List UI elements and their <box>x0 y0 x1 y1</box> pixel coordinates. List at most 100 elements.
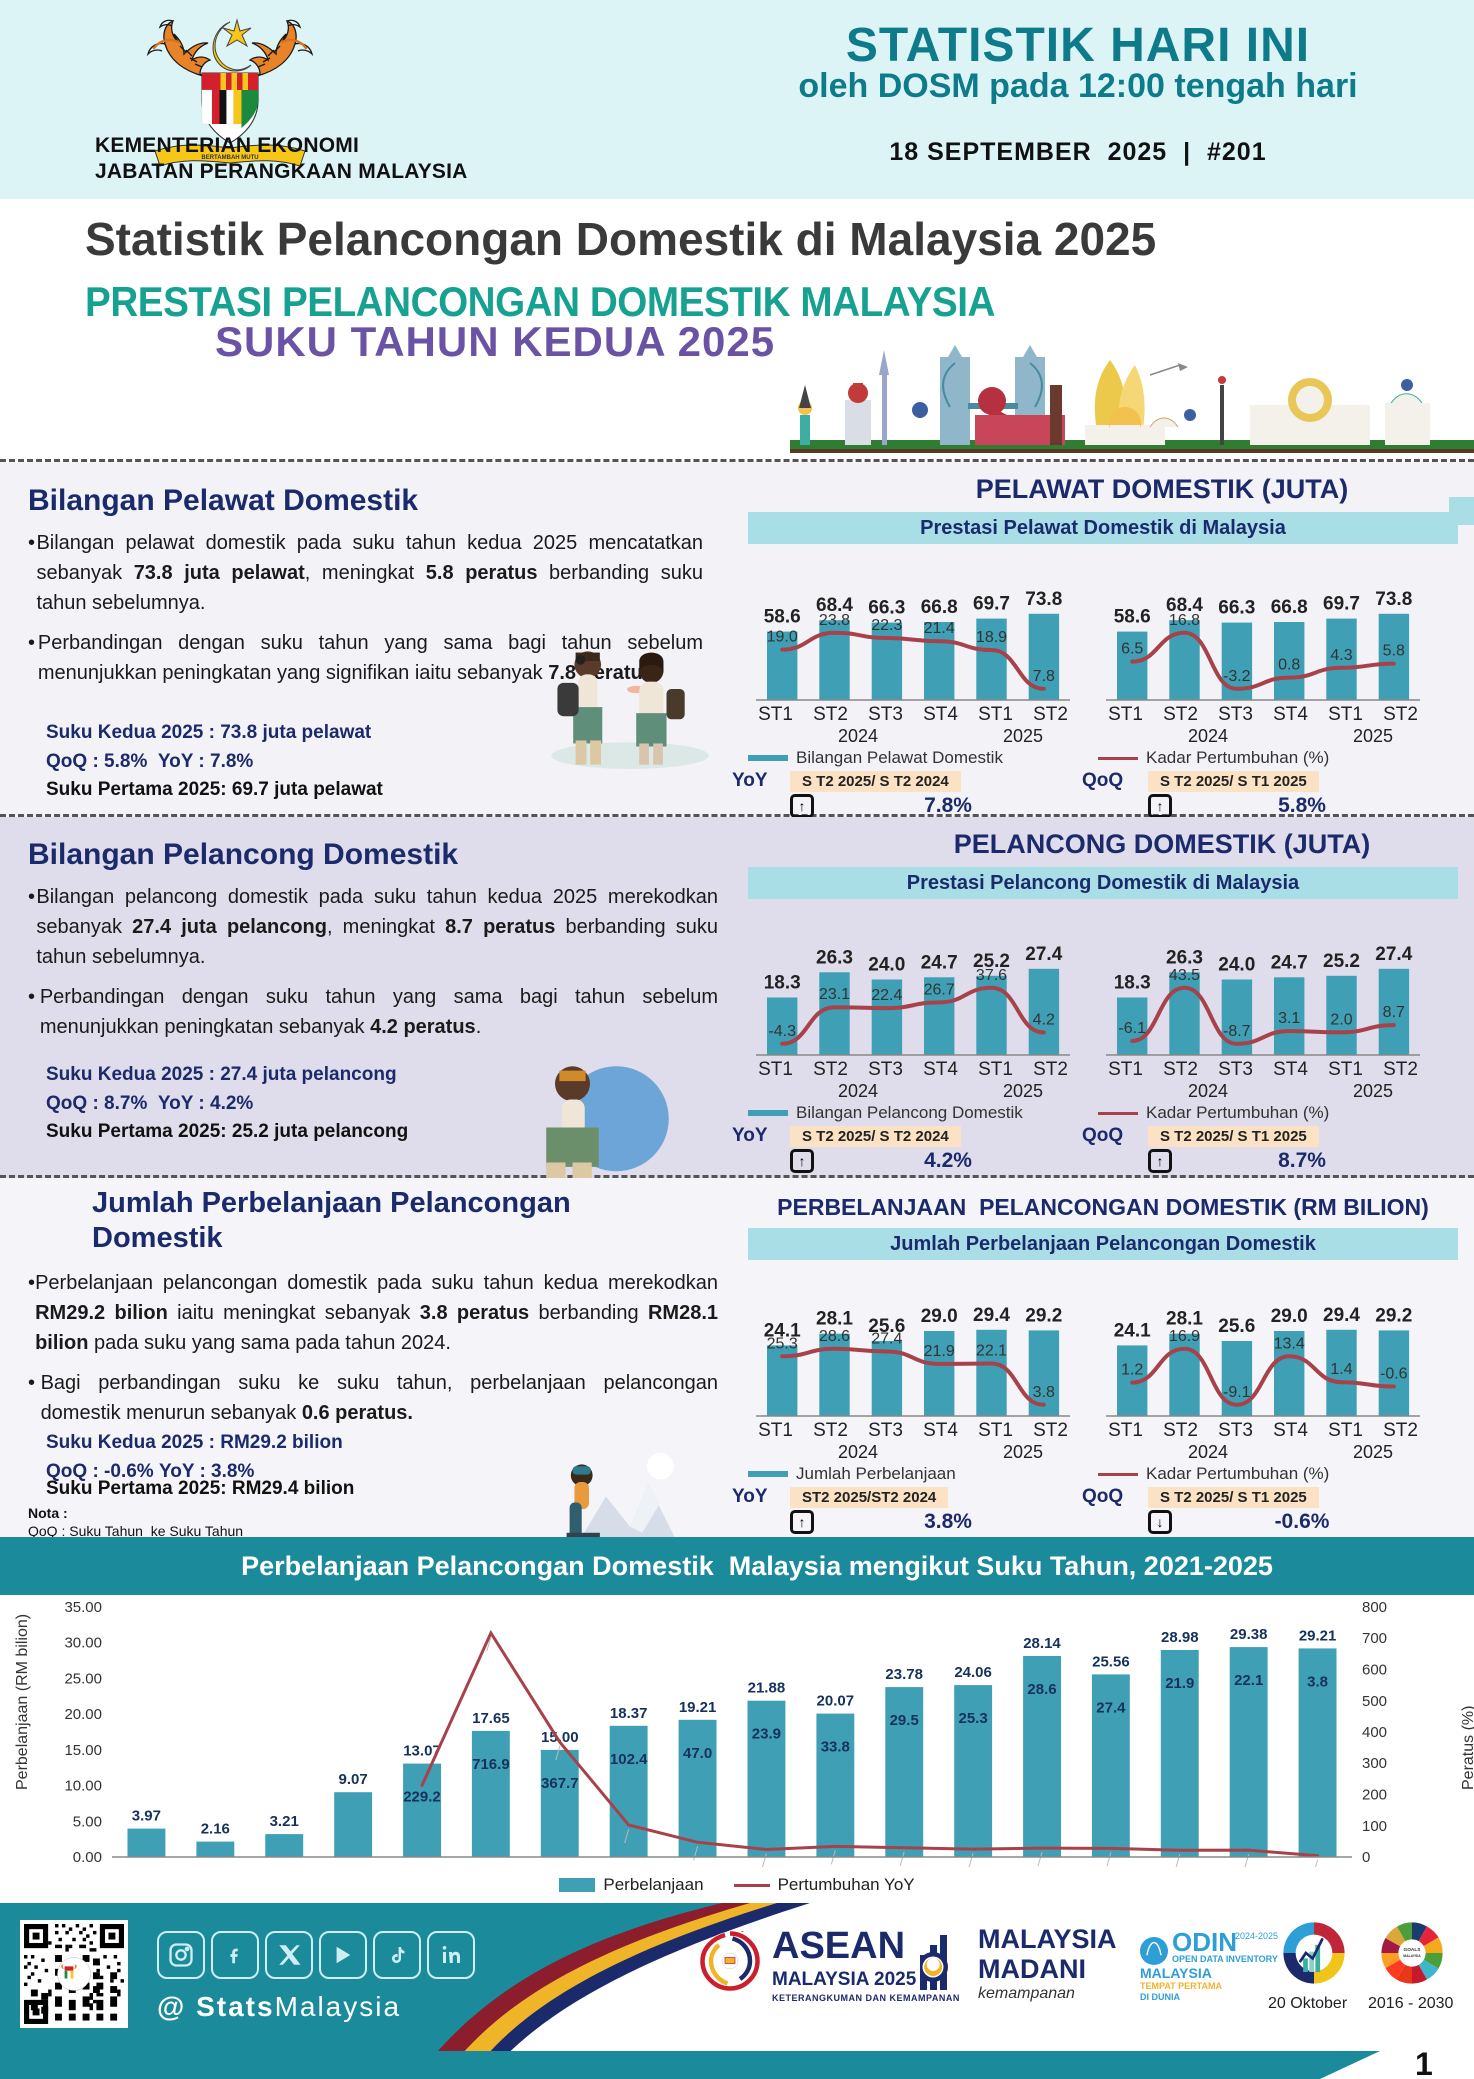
svg-text:25.3: 25.3 <box>958 1710 987 1727</box>
svg-text:29.0: 29.0 <box>1271 1306 1308 1327</box>
svg-text:700: 700 <box>1362 1630 1387 1647</box>
svg-text:22.1: 22.1 <box>1234 1672 1263 1689</box>
svg-text:28.6: 28.6 <box>1027 1681 1056 1698</box>
svg-text:19.0: 19.0 <box>767 629 798 646</box>
svg-text:367.7: 367.7 <box>541 1775 579 1792</box>
svg-text:ST4: ST4 <box>1166 1866 1194 1867</box>
svg-text:24.7: 24.7 <box>1271 952 1308 973</box>
svg-text:22.3: 22.3 <box>871 617 902 634</box>
svg-text:18.37: 18.37 <box>610 1705 648 1722</box>
svg-text:27.4: 27.4 <box>1025 944 1062 965</box>
svg-text:28.98: 28.98 <box>1161 1629 1199 1646</box>
svg-text:ST4: ST4 <box>339 1866 367 1867</box>
svg-text:27.4: 27.4 <box>1375 944 1412 965</box>
svg-text:23.8: 23.8 <box>819 612 850 629</box>
svg-text:27.4: 27.4 <box>871 1331 902 1348</box>
svg-text:8.7: 8.7 <box>1383 1004 1405 1021</box>
svg-text:19.21: 19.21 <box>679 1699 717 1716</box>
svg-text:-0.6: -0.6 <box>1380 1366 1408 1383</box>
svg-text:66.8: 66.8 <box>1271 597 1308 618</box>
svg-text:3.1: 3.1 <box>1278 1010 1300 1027</box>
svg-text:29.5: 29.5 <box>890 1712 919 1729</box>
svg-text:29.4: 29.4 <box>973 1305 1010 1326</box>
svg-text:ST1: ST1 <box>684 1866 712 1867</box>
svg-text:26.3: 26.3 <box>816 947 853 968</box>
svg-text:25.6: 25.6 <box>1218 1316 1255 1337</box>
svg-text:229.2: 229.2 <box>403 1789 441 1806</box>
svg-text:-8.7: -8.7 <box>1223 1023 1251 1040</box>
svg-text:ST2: ST2 <box>1304 1866 1332 1867</box>
svg-text:ST3: ST3 <box>546 1866 574 1867</box>
svg-text:69.7: 69.7 <box>1323 594 1360 615</box>
svg-text:500: 500 <box>1362 1693 1387 1710</box>
svg-text:18.3: 18.3 <box>764 973 801 994</box>
svg-text:23.9: 23.9 <box>752 1726 781 1743</box>
svg-text:24.1: 24.1 <box>1114 1320 1151 1341</box>
svg-text:200: 200 <box>1362 1787 1387 1804</box>
svg-text:66.3: 66.3 <box>1218 598 1255 619</box>
svg-text:ST1: ST1 <box>133 1866 161 1867</box>
svg-text:22.4: 22.4 <box>871 987 902 1004</box>
svg-text:28.1: 28.1 <box>1166 1309 1203 1330</box>
svg-text:73.8: 73.8 <box>1025 589 1062 610</box>
svg-text:ST4: ST4 <box>890 1866 918 1867</box>
svg-text:29.2: 29.2 <box>1025 1305 1062 1326</box>
svg-text:21.9: 21.9 <box>924 1343 955 1360</box>
svg-text:29.21: 29.21 <box>1299 1627 1337 1644</box>
svg-text:29.2: 29.2 <box>1375 1305 1412 1326</box>
svg-text:66.3: 66.3 <box>868 598 905 619</box>
svg-text:ST1: ST1 <box>959 1866 987 1867</box>
svg-text:-3.2: -3.2 <box>1223 668 1251 685</box>
svg-text:18.9: 18.9 <box>976 629 1007 646</box>
svg-text:ST1: ST1 <box>408 1866 436 1867</box>
svg-text:21.9: 21.9 <box>1165 1675 1194 1692</box>
svg-text:22.1: 22.1 <box>976 1343 1007 1360</box>
svg-text:25.00: 25.00 <box>64 1670 102 1687</box>
svg-text:2.0: 2.0 <box>1330 1011 1352 1028</box>
svg-text:MALAYSIA: MALAYSIA <box>1403 1954 1421 1958</box>
svg-text:28.14: 28.14 <box>1023 1635 1061 1652</box>
svg-text:716.9: 716.9 <box>472 1756 510 1773</box>
svg-text:7.8: 7.8 <box>1033 668 1055 685</box>
svg-text:ST2: ST2 <box>477 1866 505 1867</box>
svg-text:102.4: 102.4 <box>610 1751 648 1768</box>
svg-text:3.8: 3.8 <box>1307 1673 1328 1690</box>
svg-text:16.8: 16.8 <box>1169 612 1200 629</box>
svg-text:43.5: 43.5 <box>1169 967 1200 984</box>
svg-text:ST1: ST1 <box>1235 1866 1263 1867</box>
svg-text:29.0: 29.0 <box>921 1306 958 1327</box>
svg-text:66.8: 66.8 <box>921 597 958 618</box>
svg-text:3.97: 3.97 <box>132 1808 161 1825</box>
svg-text:-6.1: -6.1 <box>1118 1020 1146 1037</box>
svg-text:28.6: 28.6 <box>819 1328 850 1345</box>
svg-text:ST4: ST4 <box>615 1866 643 1867</box>
svg-text:25.3: 25.3 <box>767 1335 798 1352</box>
svg-text:ST3: ST3 <box>1097 1866 1125 1867</box>
svg-text:5.8: 5.8 <box>1383 643 1405 660</box>
svg-text:23.78: 23.78 <box>885 1666 923 1683</box>
svg-text:4.2: 4.2 <box>1033 1011 1055 1028</box>
svg-text:ST3: ST3 <box>822 1866 850 1867</box>
svg-text:10.00: 10.00 <box>64 1778 102 1795</box>
svg-text:28.1: 28.1 <box>816 1309 853 1330</box>
svg-text:58.6: 58.6 <box>764 607 801 628</box>
svg-text:21.4: 21.4 <box>924 620 955 637</box>
svg-text:18.3: 18.3 <box>1114 973 1151 994</box>
svg-text:300: 300 <box>1362 1755 1387 1772</box>
svg-text:37.6: 37.6 <box>976 967 1007 984</box>
svg-text:15.00: 15.00 <box>64 1742 102 1759</box>
svg-text:600: 600 <box>1362 1662 1387 1679</box>
svg-text:24.7: 24.7 <box>921 952 958 973</box>
svg-text:25.2: 25.2 <box>1323 951 1360 972</box>
svg-text:25.56: 25.56 <box>1092 1653 1130 1670</box>
svg-text:69.7: 69.7 <box>973 594 1010 615</box>
svg-text:27.4: 27.4 <box>1096 1699 1126 1716</box>
svg-text:29.38: 29.38 <box>1230 1626 1268 1643</box>
svg-text:24.0: 24.0 <box>1218 955 1255 976</box>
svg-text:3.8: 3.8 <box>1033 1384 1055 1401</box>
svg-text:23.1: 23.1 <box>819 986 850 1003</box>
svg-text:2.16: 2.16 <box>201 1821 230 1838</box>
svg-text:0: 0 <box>1362 1849 1370 1866</box>
svg-text:1.4: 1.4 <box>1330 1361 1352 1378</box>
svg-text:26.7: 26.7 <box>924 981 955 998</box>
